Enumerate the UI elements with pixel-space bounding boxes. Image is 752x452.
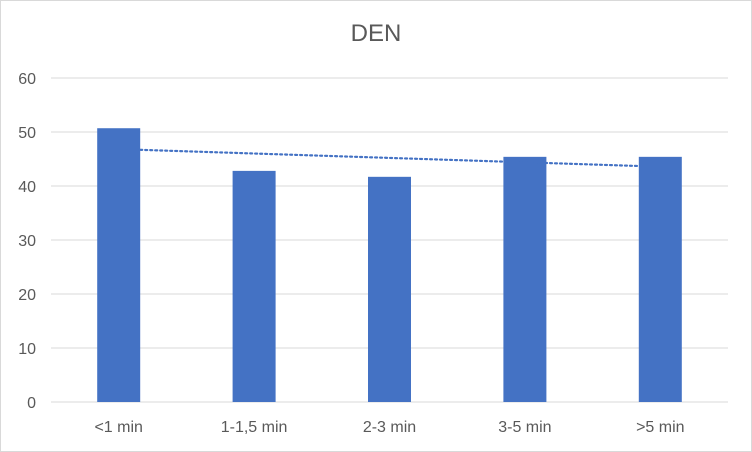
bar [97, 128, 141, 402]
trendline-path [139, 148, 640, 168]
x-tick-label: 1-1,5 min [221, 419, 288, 436]
y-tick-label: 20 [18, 287, 36, 304]
x-tick-label: 2-3 min [363, 419, 416, 436]
y-tick-label: 50 [18, 125, 36, 142]
x-axis: <1 min 1-1,5 min 2-3 min 3-5 min >5 min [94, 419, 684, 436]
y-tick-label: 0 [27, 395, 36, 412]
y-tick-label: 40 [18, 179, 36, 196]
bar [638, 156, 682, 402]
y-tick-label: 30 [18, 233, 36, 250]
trendline [139, 148, 640, 168]
bar [503, 156, 547, 402]
y-tick-label: 10 [18, 341, 36, 358]
x-tick-label: >5 min [636, 419, 684, 436]
x-tick-label: <1 min [94, 419, 142, 436]
bar [232, 170, 276, 402]
x-tick-label: 3-5 min [498, 419, 551, 436]
y-axis: 0 10 20 30 40 50 60 [18, 71, 36, 412]
chart-title: DEN [350, 20, 402, 47]
y-tick-label: 60 [18, 71, 36, 88]
bar [368, 176, 411, 402]
bars [97, 128, 682, 402]
